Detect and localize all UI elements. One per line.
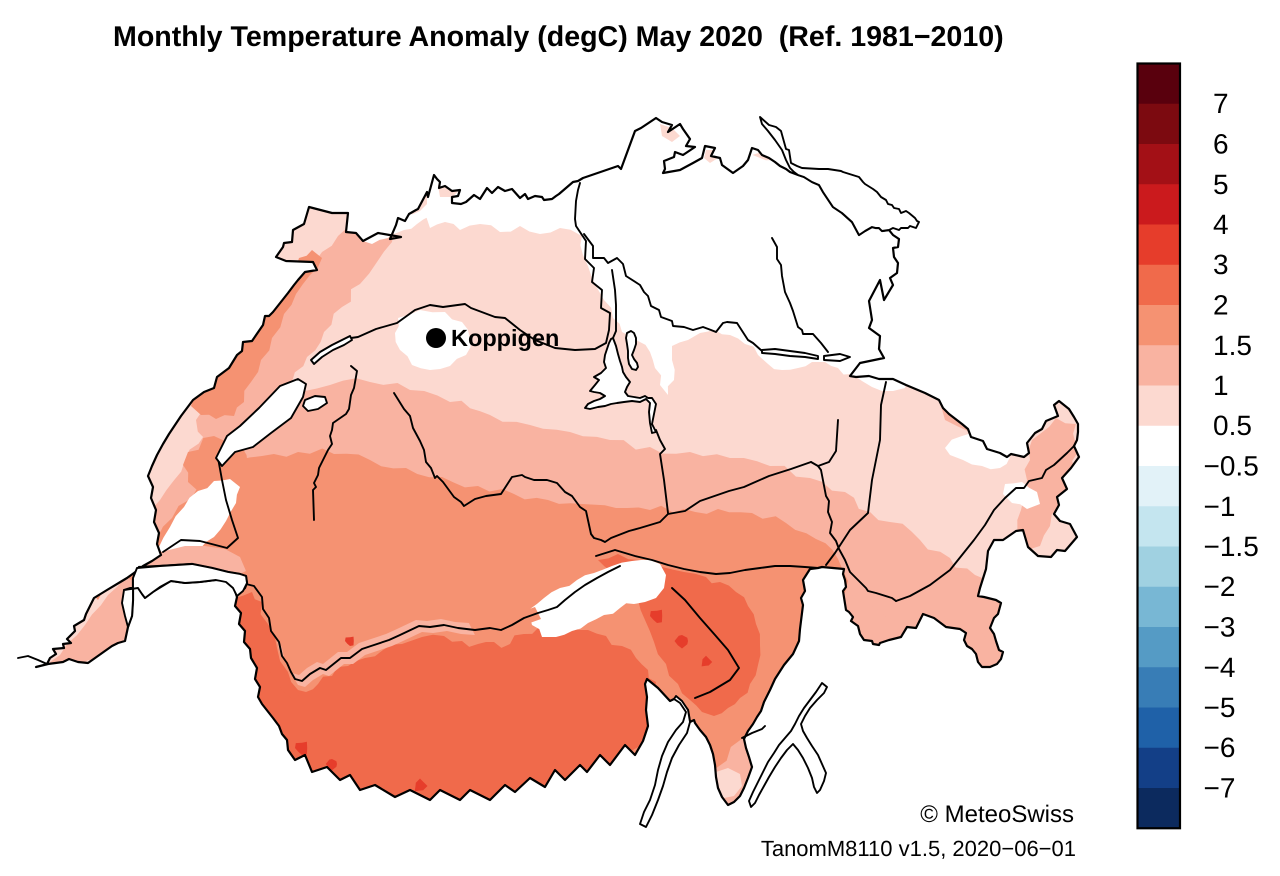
svg-text:7: 7	[1213, 88, 1229, 119]
svg-text:Monthly Temperature Anomaly (d: Monthly Temperature Anomaly (degC) May 2…	[113, 21, 1004, 53]
svg-text:0.5: 0.5	[1213, 410, 1252, 441]
svg-text:3: 3	[1213, 249, 1229, 280]
svg-text:© MeteoSwiss: © MeteoSwiss	[920, 801, 1074, 828]
svg-text:Koppigen: Koppigen	[451, 325, 559, 351]
svg-text:−1.5: −1.5	[1204, 531, 1259, 562]
svg-text:1: 1	[1213, 370, 1229, 401]
svg-text:1.5: 1.5	[1213, 330, 1252, 361]
svg-text:−1: −1	[1204, 491, 1236, 522]
svg-text:TanomM8110 v1.5, 2020−06−01: TanomM8110 v1.5, 2020−06−01	[761, 836, 1076, 861]
svg-text:−3: −3	[1204, 612, 1236, 643]
svg-text:5: 5	[1213, 169, 1229, 200]
svg-text:−4: −4	[1204, 652, 1236, 683]
svg-text:4: 4	[1213, 209, 1229, 240]
svg-text:−0.5: −0.5	[1204, 451, 1259, 482]
svg-text:−5: −5	[1204, 692, 1236, 723]
svg-text:−2: −2	[1204, 571, 1236, 602]
svg-text:−6: −6	[1204, 732, 1236, 763]
svg-text:2: 2	[1213, 290, 1229, 321]
svg-text:6: 6	[1213, 129, 1229, 160]
svg-text:−7: −7	[1204, 773, 1236, 804]
